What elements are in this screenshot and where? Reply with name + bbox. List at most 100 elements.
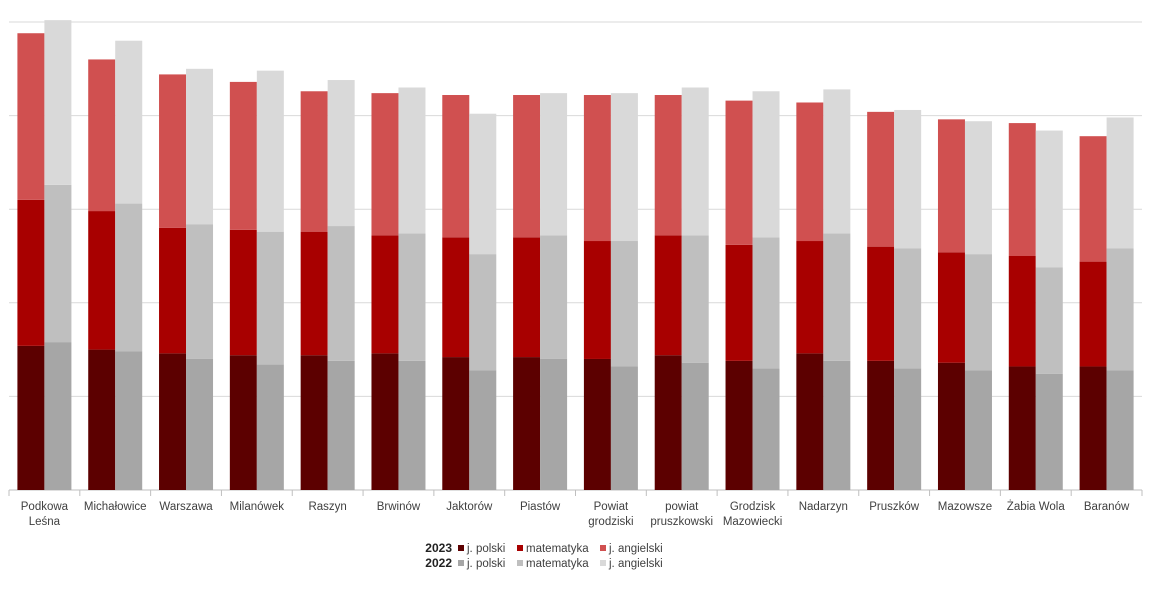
bar-segment-2022-j--polski bbox=[398, 360, 426, 490]
bar-segment-2023-j--polski bbox=[654, 355, 682, 490]
category-label: Warszawa bbox=[159, 501, 213, 513]
category-label: Jaktorów bbox=[446, 501, 493, 513]
legend-swatch bbox=[600, 545, 606, 551]
bar-segment-2022-j--angielski bbox=[327, 80, 355, 227]
bar-segment-2023-j--polski bbox=[1079, 366, 1107, 490]
bar-segment-2023-j--angielski bbox=[1008, 123, 1036, 256]
bar-segment-2023-j--angielski bbox=[159, 74, 187, 228]
category-label: Milanówek bbox=[230, 501, 285, 513]
bar-segment-2023-matematyka bbox=[513, 237, 541, 358]
bar-segment-2022-j--angielski bbox=[894, 109, 922, 249]
bar-segment-2023-matematyka bbox=[654, 235, 682, 356]
category-label: Michałowice bbox=[84, 501, 147, 513]
category-label: Pruszków bbox=[869, 501, 920, 513]
bar-segment-2023-j--angielski bbox=[796, 102, 824, 242]
bar-segment-2022-j--polski bbox=[115, 351, 143, 490]
bar-segment-2023-matematyka bbox=[17, 199, 45, 346]
bar-segment-2023-j--angielski bbox=[513, 95, 541, 238]
bar-segment-2023-matematyka bbox=[583, 241, 611, 359]
bar-segment-2022-matematyka bbox=[44, 184, 72, 343]
legend-year-label: 2023 bbox=[425, 541, 452, 555]
bar-segment-2023-j--angielski bbox=[654, 95, 682, 236]
bar-segment-2022-matematyka bbox=[540, 235, 568, 359]
bar-segment-2023-matematyka bbox=[1079, 261, 1107, 367]
bar-segment-2023-matematyka bbox=[796, 241, 824, 354]
category-label: Powiat grodziski bbox=[588, 501, 633, 528]
legend-label: j. angielski bbox=[608, 543, 663, 555]
bar-segment-2022-matematyka bbox=[752, 237, 780, 369]
bar-segment-2023-j--polski bbox=[583, 358, 611, 490]
bar-segment-2023-matematyka bbox=[300, 231, 328, 356]
bar-segment-2023-matematyka bbox=[371, 235, 399, 354]
category-label: Baranów bbox=[1084, 501, 1130, 513]
bar-segment-2023-j--angielski bbox=[867, 111, 895, 247]
bar-segment-2022-j--angielski bbox=[752, 91, 780, 238]
bar-segment-2022-j--polski bbox=[894, 368, 922, 490]
bar-segment-2022-j--polski bbox=[1035, 373, 1063, 490]
bar-segment-2023-j--polski bbox=[937, 362, 965, 490]
bar-segment-2023-j--polski bbox=[1008, 366, 1036, 490]
bar-segment-2023-j--angielski bbox=[300, 91, 328, 232]
bar-segment-2023-matematyka bbox=[867, 246, 895, 361]
bar-segment-2023-j--angielski bbox=[583, 95, 611, 242]
legend: 2023 j. polski matematyka j. angielski 2022 j… bbox=[425, 541, 662, 570]
bar-segment-2023-j--angielski bbox=[937, 119, 965, 253]
bar-segment-2022-j--angielski bbox=[115, 40, 143, 204]
bar-segment-2022-j--polski bbox=[1106, 370, 1134, 490]
bar-segment-2023-j--angielski bbox=[229, 81, 257, 230]
bar-segment-2022-matematyka bbox=[1106, 248, 1134, 371]
bars bbox=[17, 20, 1134, 490]
category-label: Mazowsze bbox=[938, 501, 992, 513]
bar-segment-2022-j--angielski bbox=[469, 113, 497, 255]
bar-segment-2023-j--angielski bbox=[442, 95, 470, 238]
bar-segment-2023-matematyka bbox=[725, 244, 753, 361]
bar-segment-2023-j--polski bbox=[300, 355, 328, 490]
bar-segment-2022-matematyka bbox=[964, 254, 992, 371]
category-label: Nadarzyn bbox=[799, 501, 848, 513]
bar-segment-2023-matematyka bbox=[1008, 256, 1036, 367]
bar-segment-2023-j--polski bbox=[725, 360, 753, 490]
bar-segment-2022-j--polski bbox=[752, 368, 780, 490]
category-label: powiat pruszkowski bbox=[650, 501, 713, 528]
legend-label: j. angielski bbox=[608, 558, 663, 570]
bar-segment-2023-j--polski bbox=[513, 357, 541, 490]
bar-segment-2023-matematyka bbox=[937, 252, 965, 363]
bar-segment-2022-matematyka bbox=[894, 248, 922, 369]
bar-segment-2022-j--polski bbox=[469, 370, 497, 490]
bar-segment-2022-j--angielski bbox=[610, 93, 638, 242]
bar-segment-2022-j--angielski bbox=[1035, 130, 1063, 268]
legend-swatch bbox=[458, 545, 464, 551]
bar-segment-2022-j--angielski bbox=[964, 121, 992, 255]
bar-segment-2023-j--angielski bbox=[88, 59, 116, 212]
bar-segment-2022-j--angielski bbox=[681, 87, 709, 236]
category-label: Brwinów bbox=[377, 501, 421, 513]
bar-segment-2022-j--polski bbox=[44, 342, 72, 490]
bar-segment-2023-j--angielski bbox=[17, 33, 45, 200]
bar-segment-2022-matematyka bbox=[610, 241, 638, 367]
bar-segment-2023-matematyka bbox=[88, 211, 116, 350]
category-label: Podkowa Leśna bbox=[21, 501, 69, 528]
bar-segment-2022-matematyka bbox=[681, 235, 709, 363]
bar-segment-2023-j--polski bbox=[159, 353, 187, 490]
bar-segment-2022-j--polski bbox=[823, 360, 851, 490]
category-labels: Podkowa Leśna Michałowice Warszawa Milanówek… bbox=[8, 490, 1143, 528]
legend-swatch bbox=[517, 545, 523, 551]
bar-segment-2022-j--angielski bbox=[256, 70, 284, 232]
bar-segment-2022-matematyka bbox=[469, 254, 497, 371]
legend-label: matematyka bbox=[526, 558, 589, 570]
bar-segment-2022-j--angielski bbox=[186, 68, 214, 225]
legend-year-label: 2022 bbox=[425, 556, 452, 570]
bar-segment-2023-matematyka bbox=[442, 237, 470, 358]
bar-segment-2023-matematyka bbox=[229, 229, 257, 356]
bar-segment-2023-j--polski bbox=[442, 357, 470, 490]
bar-segment-2022-j--angielski bbox=[1106, 117, 1134, 249]
bar-segment-2022-matematyka bbox=[1035, 267, 1063, 374]
bar-segment-2022-j--polski bbox=[964, 370, 992, 490]
category-label: Raszyn bbox=[308, 501, 346, 513]
bar-segment-2023-j--polski bbox=[17, 345, 45, 490]
bar-segment-2022-j--polski bbox=[327, 360, 355, 490]
legend-swatch bbox=[600, 560, 606, 566]
bar-segment-2022-j--polski bbox=[256, 364, 284, 490]
bar-segment-2022-j--polski bbox=[540, 358, 568, 490]
legend-swatch bbox=[517, 560, 523, 566]
